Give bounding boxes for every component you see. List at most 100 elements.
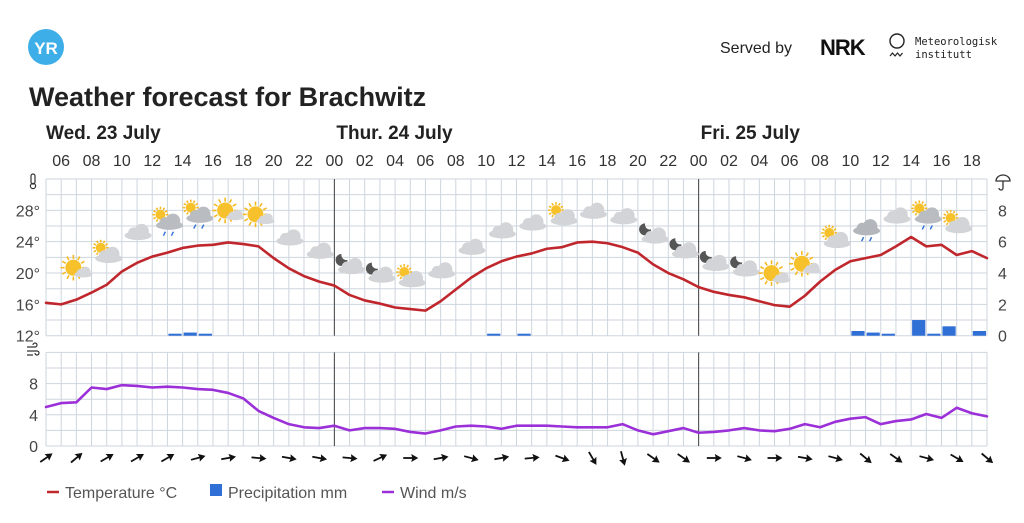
sun-icon	[92, 239, 109, 256]
sun-ray	[93, 249, 97, 253]
temperature-tick: 12°	[16, 329, 40, 346]
precipitation-tick: 2	[998, 297, 1007, 314]
wind-arrow-icon	[677, 453, 691, 463]
sun-ray	[399, 276, 403, 280]
sun-ray	[155, 207, 159, 211]
sun-ray	[162, 207, 166, 211]
weather-symbol-partlycloudy-day	[821, 224, 851, 249]
hour-label: 02	[720, 153, 738, 170]
raindrop-icon	[868, 236, 873, 242]
cloud-part	[742, 260, 757, 275]
wind-arrow-icon	[619, 451, 627, 466]
precipitation-bar	[972, 330, 986, 336]
wind-arrow-icon	[70, 452, 83, 464]
precipitation-bar	[942, 326, 956, 336]
cloud-icon	[519, 214, 547, 231]
arrow-head	[651, 455, 660, 463]
precipitation-bar	[198, 333, 212, 336]
weather-symbol-cloudy	[458, 238, 486, 255]
hour-label: 06	[52, 153, 70, 170]
wind-arrow-icon	[342, 454, 358, 463]
sun-ray	[213, 203, 218, 207]
sun-ray	[911, 210, 915, 214]
sun-ray	[61, 271, 67, 275]
sun-ray	[914, 212, 918, 216]
legend-swatch	[210, 484, 222, 496]
precipitation-bar	[927, 333, 941, 336]
sun-ray	[396, 267, 400, 271]
hour-label: 08	[447, 153, 465, 170]
weather-symbol-partlycloudy-day	[396, 264, 426, 288]
sun-ray	[192, 200, 196, 204]
precipitation-bar	[168, 333, 182, 336]
sun-ray	[778, 266, 784, 270]
weather-symbol-partlycloudy-night	[365, 262, 396, 283]
cloud-part	[712, 254, 727, 270]
page-title: Weather forecast for Brachwitz	[29, 82, 426, 112]
wind-arrow-icon	[859, 452, 872, 464]
weather-symbol-partlycloudy-day	[92, 239, 123, 263]
sun-disc	[399, 267, 410, 278]
raindrop-icon	[860, 236, 865, 242]
sun-ray	[794, 270, 799, 276]
hour-label: 06	[781, 153, 799, 170]
weather-symbol-partlycloudy-night	[730, 256, 760, 277]
precipitation-bar	[487, 333, 501, 336]
sun-ray	[923, 203, 927, 207]
wind-tick: 8	[29, 377, 38, 394]
legend-label: Precipitation mm	[228, 485, 347, 502]
sun-ray	[548, 212, 552, 215]
sun-ray	[790, 256, 795, 261]
arrow-head	[805, 454, 813, 463]
hour-label: 02	[356, 153, 374, 170]
hour-label: 00	[690, 153, 708, 170]
raindrop-icon	[921, 225, 925, 230]
raindrop-icon	[193, 224, 197, 229]
sun-ray	[183, 202, 187, 206]
arrow-head	[835, 454, 843, 463]
weather-symbol-rain	[853, 219, 881, 242]
arrow-head	[561, 454, 570, 463]
hour-label: 12	[508, 153, 526, 170]
arrow-head	[894, 455, 903, 463]
sun-disc	[155, 209, 166, 220]
cloud-part	[924, 207, 940, 222]
cloud-part	[468, 238, 483, 254]
axis-labels: 12° 16° 20° 24° 28° 0 2 4 6 8 0 4 8	[16, 203, 1007, 456]
raindrop-icon	[929, 225, 933, 230]
wind-arrow-icon	[981, 452, 994, 464]
sun-ray	[821, 228, 825, 231]
arrow-head	[197, 453, 206, 462]
wind-arrow-icon	[160, 454, 175, 463]
arrow-head	[379, 453, 388, 462]
cloud-icon	[428, 262, 456, 279]
weather-symbol-cloudy	[124, 223, 152, 241]
nrk-logo[interactable]: NRK	[820, 35, 867, 60]
sun-ray	[764, 261, 768, 266]
sun-ray	[243, 218, 249, 222]
cloud-part	[232, 209, 243, 220]
sun-ray	[93, 243, 97, 246]
cloud-icon	[945, 216, 973, 234]
wind-arrow-icon	[737, 454, 752, 463]
precipitation-bar	[881, 333, 895, 336]
wind-arrow-icon	[524, 453, 540, 462]
wind-arrow-icon	[281, 454, 297, 463]
sun-ray	[821, 234, 825, 238]
arrow-head	[589, 456, 597, 465]
arrow-head	[44, 453, 53, 461]
hour-label: 22	[659, 153, 677, 170]
arrow-head	[775, 454, 783, 462]
temperature-tick: 16°	[16, 297, 40, 314]
precipitation-tick: 0	[998, 329, 1007, 346]
weather-symbol-partlycloudy-night	[699, 250, 730, 272]
met-institute-logo[interactable]: Meteorologisk institutt	[889, 33, 998, 61]
raindrop-icon	[201, 224, 205, 229]
hour-label: 18	[234, 153, 252, 170]
hour-label: 20	[265, 153, 283, 170]
arrow-head	[714, 454, 722, 462]
hour-label: 16	[568, 153, 586, 170]
cloud-icon	[155, 213, 183, 230]
yr-logo[interactable]: YR	[28, 29, 64, 65]
thermometer-icon	[29, 173, 37, 190]
